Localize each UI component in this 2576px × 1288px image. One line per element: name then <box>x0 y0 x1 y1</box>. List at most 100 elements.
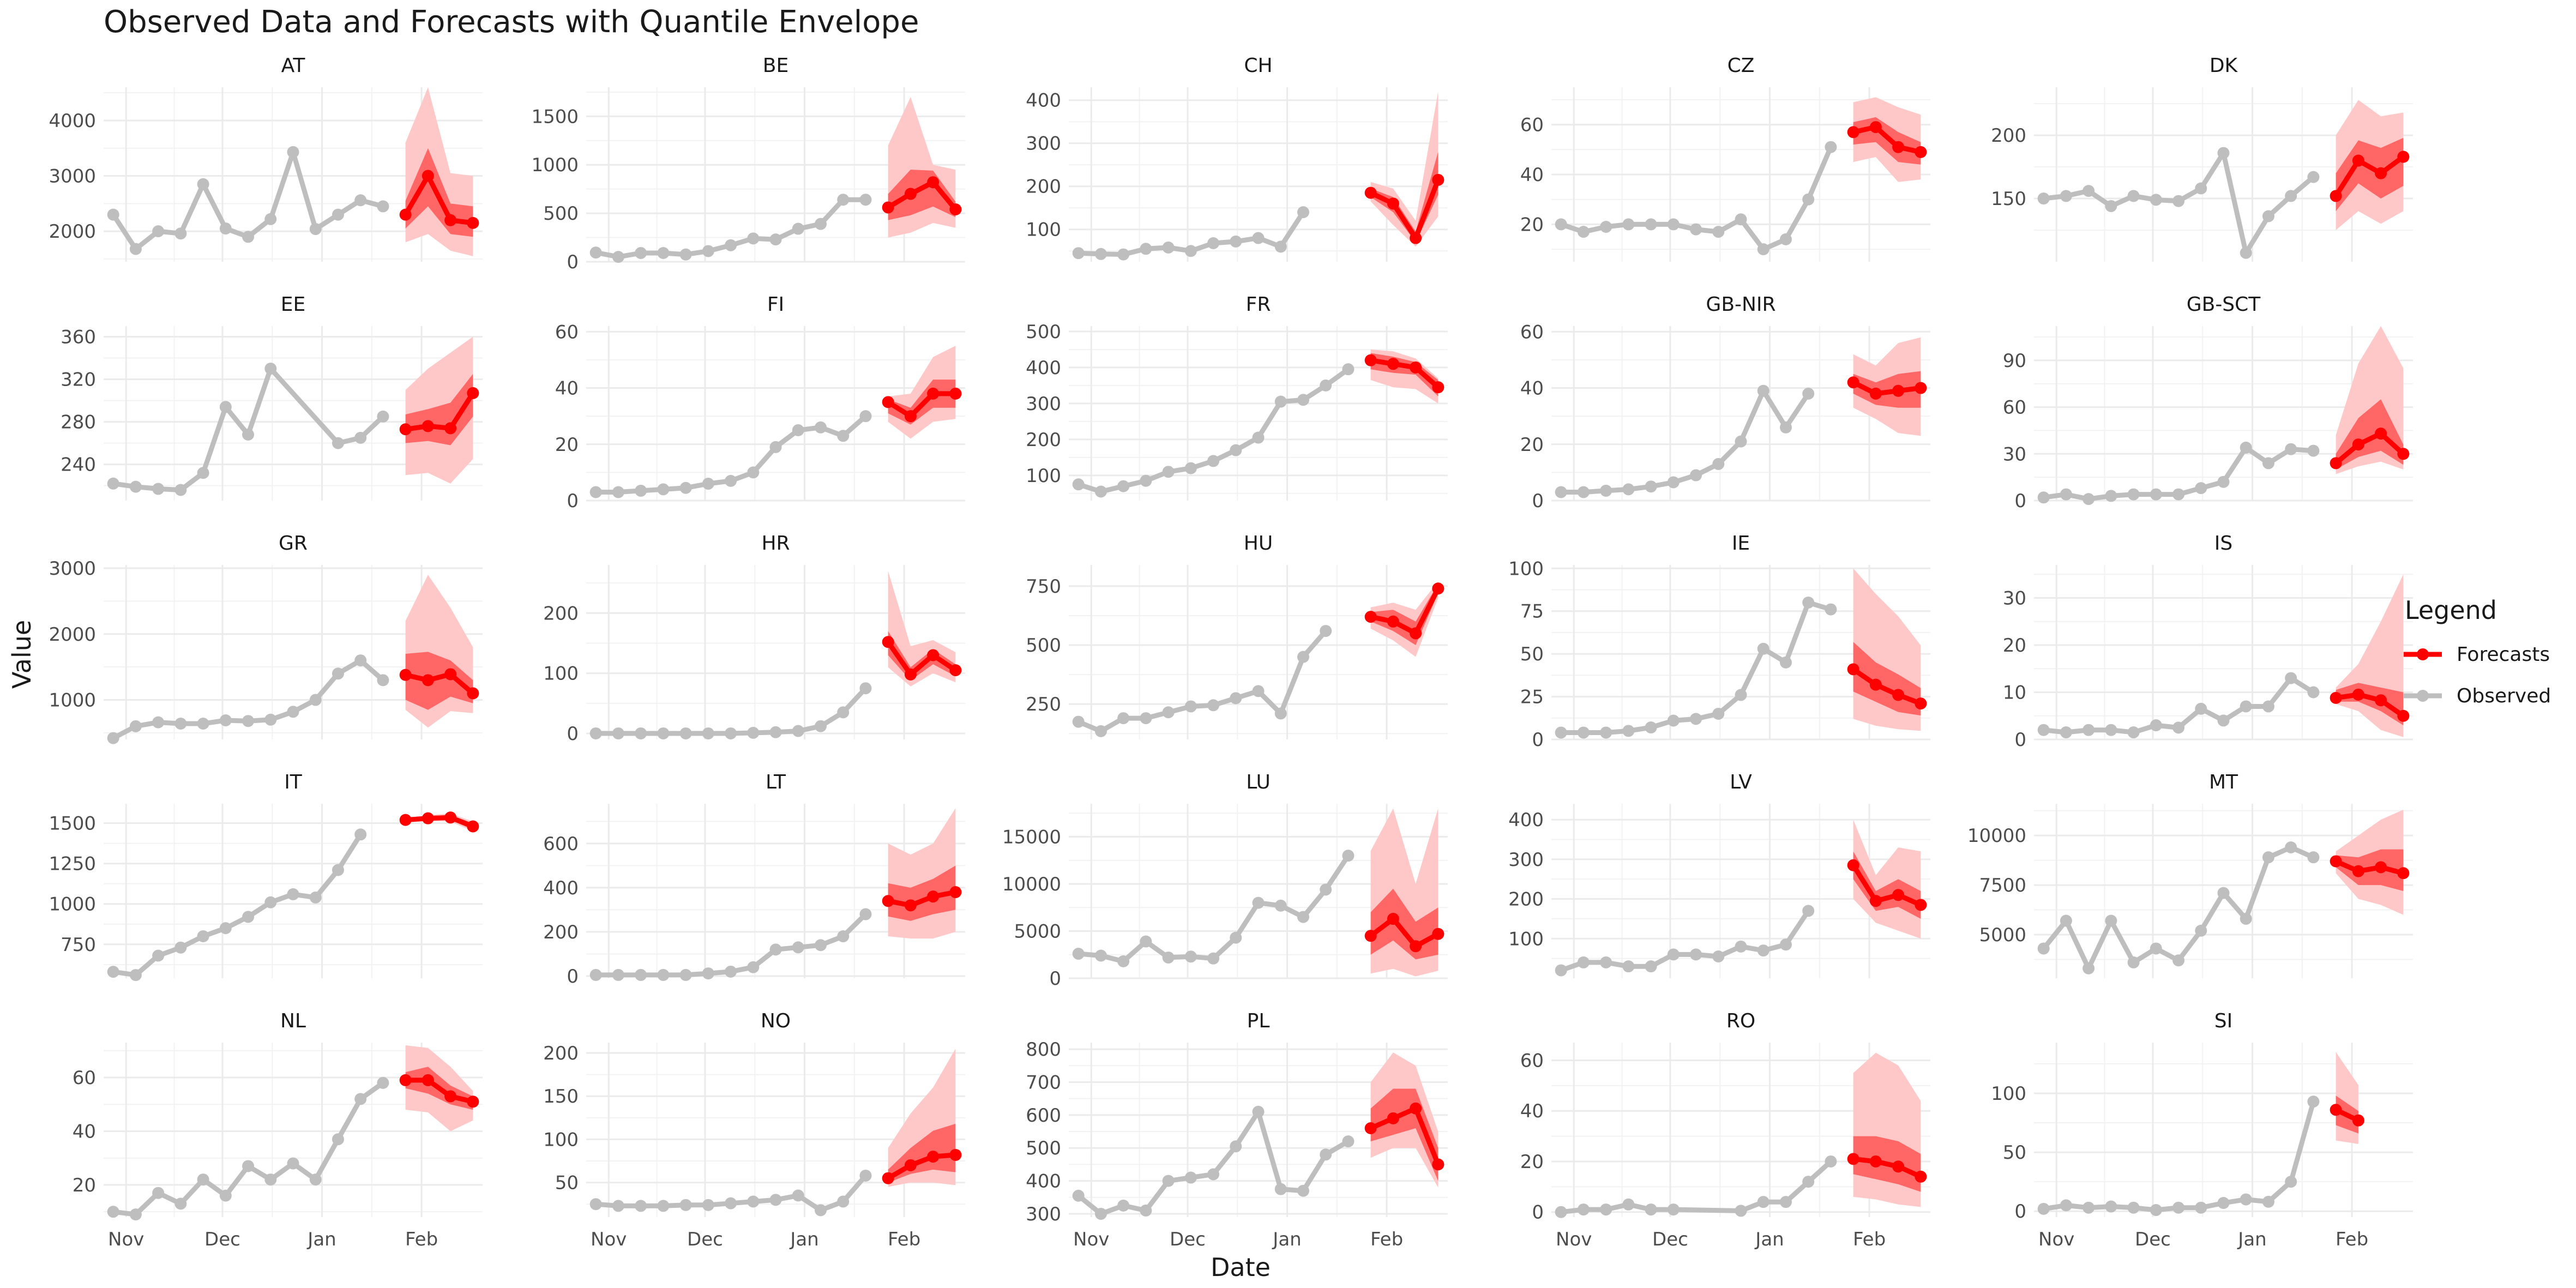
panel-ch: CH 100 200 300 400 <box>1026 55 1448 262</box>
observed-point <box>1825 1155 1837 1167</box>
y-tick-label: 20 <box>555 434 579 456</box>
observed-point <box>1622 1198 1635 1211</box>
forecast-point <box>1892 889 1905 901</box>
observed-point <box>174 227 187 240</box>
observed-point <box>702 1199 714 1211</box>
observed-point <box>1297 651 1309 663</box>
observed-point <box>1577 226 1590 238</box>
forecast-point <box>467 687 479 700</box>
forecast-point <box>949 387 962 400</box>
observed-point <box>377 1076 389 1089</box>
y-tick-label: 280 <box>61 412 96 434</box>
observed-point <box>287 1157 299 1170</box>
observed-point <box>1825 603 1837 616</box>
observed-point <box>1162 466 1175 478</box>
panel-label: HR <box>761 532 790 555</box>
panel-label: GB-NIR <box>1706 293 1775 316</box>
forecast-point <box>2397 867 2410 880</box>
observed-point <box>679 968 692 981</box>
forecast-point <box>882 636 894 648</box>
observed-point <box>814 421 827 434</box>
observed-point <box>1779 233 1792 245</box>
observed-point <box>1207 1168 1220 1181</box>
observed-point <box>242 429 255 441</box>
y-tick-label: 100 <box>1508 558 1544 580</box>
panel-fr: FR 100 200 300 400 500 <box>1026 293 1448 501</box>
y-tick-label: 200 <box>543 603 579 624</box>
x-tick-label: Feb <box>888 1229 920 1250</box>
y-tick-label: 60 <box>2003 397 2026 419</box>
observed-point <box>1667 218 1680 231</box>
observed-point <box>197 930 209 942</box>
forecast-point <box>1847 376 1859 389</box>
panel-label: RO <box>1726 1010 1755 1032</box>
forecast-point <box>1915 146 1927 158</box>
observed-point <box>837 1195 850 1208</box>
forecast-point <box>2330 190 2342 202</box>
forecast-point <box>399 669 412 681</box>
y-tick-label: 400 <box>543 877 579 899</box>
panel-lu: LU 0 5000 10000 15000 <box>1002 771 1448 990</box>
y-tick-label: 40 <box>1520 164 1544 186</box>
y-tick-label: 60 <box>1520 115 1544 136</box>
forecast-point <box>882 1172 894 1184</box>
observed-point <box>2127 190 2140 202</box>
observed-point <box>1802 387 1815 400</box>
forecast-point <box>949 203 962 215</box>
panel-label: IE <box>1732 532 1750 555</box>
forecast-point <box>2352 865 2364 877</box>
forecast-line <box>887 1152 956 1181</box>
observed-point <box>1230 444 1242 456</box>
observed-point <box>1117 1199 1130 1212</box>
observed-point <box>309 1173 322 1186</box>
x-axis-title: Date <box>1211 1253 1271 1282</box>
forecast-point <box>1892 141 1905 153</box>
observed-point <box>1297 394 1309 406</box>
observed-point <box>1600 484 1612 497</box>
observed-point <box>1735 689 1747 701</box>
observed-point <box>1577 956 1590 968</box>
y-tick-label: 60 <box>73 1067 96 1089</box>
observed-point <box>2060 488 2072 501</box>
observed-point <box>242 231 255 243</box>
forecast-line <box>403 173 473 226</box>
observed-point <box>1735 940 1747 953</box>
observed-point <box>1342 1135 1355 1148</box>
forecast-point <box>2330 457 2342 470</box>
observed-point <box>2307 851 2320 864</box>
legend-label: Forecasts <box>2457 643 2550 666</box>
observed-point <box>2217 1197 2230 1209</box>
panel-ee: EE 240 280 320 360 <box>61 293 483 501</box>
observed-point <box>219 1189 232 1202</box>
y-tick-label: 1000 <box>49 690 96 712</box>
x-tick-label: Dec <box>204 1229 240 1250</box>
observed-point <box>2285 841 2297 853</box>
x-tick-label: Feb <box>1370 1229 1403 1250</box>
forecast-point <box>949 664 962 677</box>
observed-point <box>747 466 760 479</box>
panel-is: IS 0 10 20 30 <box>2003 532 2413 751</box>
observed-point <box>1252 232 1265 244</box>
x-tick-label: Dec <box>687 1229 723 1250</box>
observed-point <box>1207 952 1220 965</box>
observed-point <box>264 363 277 375</box>
y-tick-label: 50 <box>2003 1142 2026 1164</box>
y-tick-label: 50 <box>555 1172 579 1194</box>
observed-point <box>2195 182 2207 195</box>
observed-point <box>792 1189 804 1202</box>
observed-point <box>792 222 804 235</box>
observed-point <box>1072 948 1085 960</box>
forecast-line <box>887 889 956 908</box>
forecast-point <box>1869 387 1882 400</box>
forecast-point <box>1915 697 1927 710</box>
forecast-point <box>399 208 412 221</box>
panel-label: GR <box>279 532 308 555</box>
observed-point <box>1690 713 1702 725</box>
legend: Legend Forecasts Observed <box>2404 595 2551 707</box>
observed-point <box>377 410 389 423</box>
forecast-point <box>1410 627 1422 640</box>
forecast-point <box>2397 448 2410 460</box>
observed-point <box>1140 1204 1152 1217</box>
observed-point <box>129 720 142 732</box>
forecast-line <box>2334 859 2404 876</box>
